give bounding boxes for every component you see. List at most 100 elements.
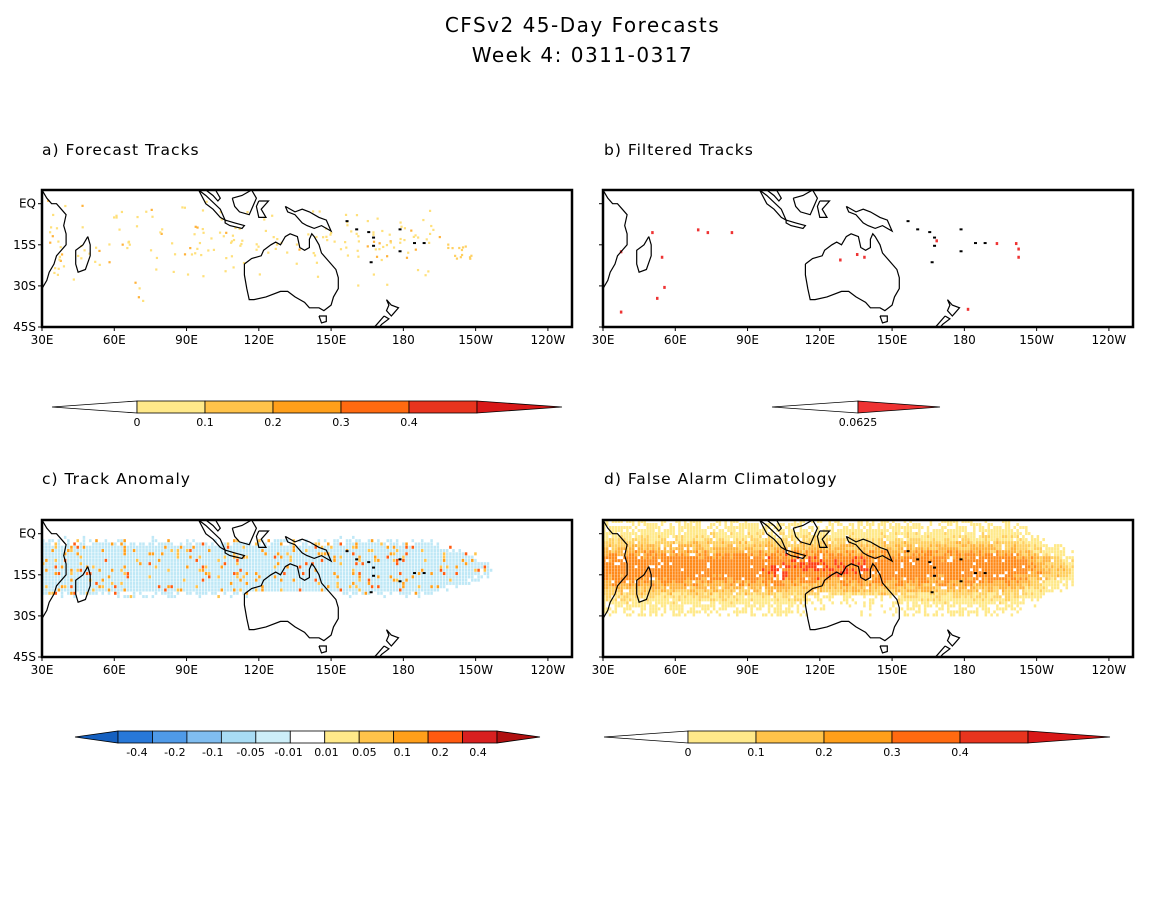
grid-cell bbox=[808, 577, 811, 581]
grid-cell bbox=[681, 544, 684, 548]
grid-cell bbox=[796, 535, 800, 539]
grid-cell bbox=[139, 555, 142, 559]
grid-cell bbox=[756, 565, 759, 569]
grid-cell bbox=[643, 604, 646, 608]
grid-cell bbox=[759, 556, 762, 560]
grid-cell bbox=[220, 568, 224, 572]
grid-cell bbox=[863, 586, 866, 590]
grid-cell bbox=[54, 572, 58, 576]
grid-cell bbox=[110, 568, 114, 572]
grid-cell bbox=[352, 549, 355, 553]
grid-cell bbox=[811, 580, 814, 584]
grid-cell bbox=[424, 591, 427, 595]
grid-cell bbox=[264, 555, 267, 559]
grid-cell bbox=[314, 555, 317, 559]
grid-cell bbox=[652, 532, 655, 536]
grid-cell bbox=[405, 555, 408, 559]
grid-cell bbox=[67, 539, 70, 543]
grid-cell bbox=[336, 555, 339, 559]
grid-cell bbox=[744, 565, 748, 569]
grid-cell bbox=[439, 581, 443, 585]
grid-cell bbox=[617, 541, 620, 545]
grid-cell bbox=[436, 585, 440, 589]
grid-cell bbox=[866, 541, 869, 545]
grid-cell bbox=[871, 586, 875, 590]
grid-cell bbox=[461, 562, 465, 566]
grid-cell bbox=[248, 578, 252, 582]
grid-cell bbox=[201, 581, 205, 585]
grid-cell bbox=[770, 538, 774, 542]
grid-cell bbox=[704, 604, 707, 608]
track-dot bbox=[202, 275, 205, 278]
grid-cell bbox=[788, 595, 791, 599]
grid-cell bbox=[712, 541, 716, 545]
grid-cell bbox=[675, 553, 678, 557]
grid-cell bbox=[626, 607, 629, 611]
grid-cell bbox=[695, 559, 699, 563]
grid-cell bbox=[623, 535, 626, 539]
grid-cell bbox=[640, 613, 644, 617]
grid-cell bbox=[85, 562, 89, 566]
grid-cell bbox=[323, 558, 327, 562]
grid-cell bbox=[248, 552, 252, 556]
grid-cell bbox=[248, 585, 252, 589]
grid-cell bbox=[776, 583, 779, 587]
grid-cell bbox=[819, 559, 823, 563]
grid-cell bbox=[395, 565, 399, 569]
grid-cell bbox=[620, 586, 623, 590]
grid-cell bbox=[785, 535, 788, 539]
grid-cell bbox=[449, 568, 452, 572]
grid-cell bbox=[148, 588, 151, 592]
grid-cell bbox=[211, 545, 214, 549]
grid-cell bbox=[764, 613, 768, 617]
grid-cell bbox=[715, 568, 719, 572]
grid-cell bbox=[110, 555, 114, 559]
grid-cell bbox=[756, 526, 759, 530]
grid-cell bbox=[383, 581, 386, 585]
grid-cell bbox=[408, 578, 411, 582]
grid-cell bbox=[640, 592, 644, 596]
grid-cell bbox=[854, 553, 858, 557]
grid-cell bbox=[148, 581, 151, 585]
grid-cell bbox=[76, 545, 79, 549]
grid-cell bbox=[834, 574, 837, 578]
grid-cell bbox=[60, 585, 64, 589]
grid-cell bbox=[420, 558, 424, 562]
grid-cell bbox=[214, 552, 217, 556]
grid-cell bbox=[82, 545, 86, 549]
grid-cell bbox=[242, 542, 245, 546]
grid-cell bbox=[799, 580, 803, 584]
grid-cell bbox=[785, 544, 788, 548]
grid-cell bbox=[608, 586, 612, 590]
grid-cell bbox=[326, 585, 330, 589]
grid-cell bbox=[730, 535, 733, 539]
grid-cell bbox=[793, 598, 797, 602]
grid-cell bbox=[753, 556, 756, 560]
grid-cell bbox=[724, 538, 727, 542]
grid-cell bbox=[474, 578, 477, 582]
grid-cell bbox=[744, 562, 748, 566]
grid-cell bbox=[718, 571, 722, 575]
grid-cell bbox=[139, 562, 142, 566]
grid-cell bbox=[718, 556, 722, 560]
grid-cell bbox=[358, 568, 361, 572]
grid-cell bbox=[672, 553, 675, 557]
grid-cell bbox=[741, 523, 745, 527]
grid-cell bbox=[170, 595, 173, 599]
grid-cell bbox=[242, 591, 245, 595]
grid-cell bbox=[715, 592, 719, 596]
grid-cell bbox=[828, 553, 831, 557]
grid-cell bbox=[764, 526, 768, 530]
grid-cell bbox=[759, 568, 762, 572]
grid-cell bbox=[114, 585, 117, 589]
grid-cell bbox=[417, 568, 421, 572]
grid-cell bbox=[605, 562, 609, 566]
grid-cell bbox=[805, 562, 808, 566]
grid-cell bbox=[637, 580, 641, 584]
grid-cell bbox=[782, 556, 785, 560]
grid-cell bbox=[811, 568, 814, 572]
grid-cell bbox=[358, 588, 361, 592]
grid-cell bbox=[117, 539, 120, 543]
grid-cell bbox=[733, 595, 736, 599]
track-dot bbox=[344, 213, 348, 216]
